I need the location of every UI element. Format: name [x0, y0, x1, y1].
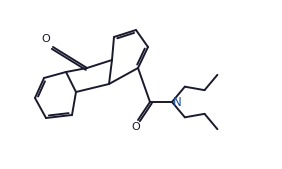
Text: N: N — [173, 95, 182, 108]
Text: O: O — [132, 122, 140, 132]
Text: O: O — [41, 34, 50, 44]
